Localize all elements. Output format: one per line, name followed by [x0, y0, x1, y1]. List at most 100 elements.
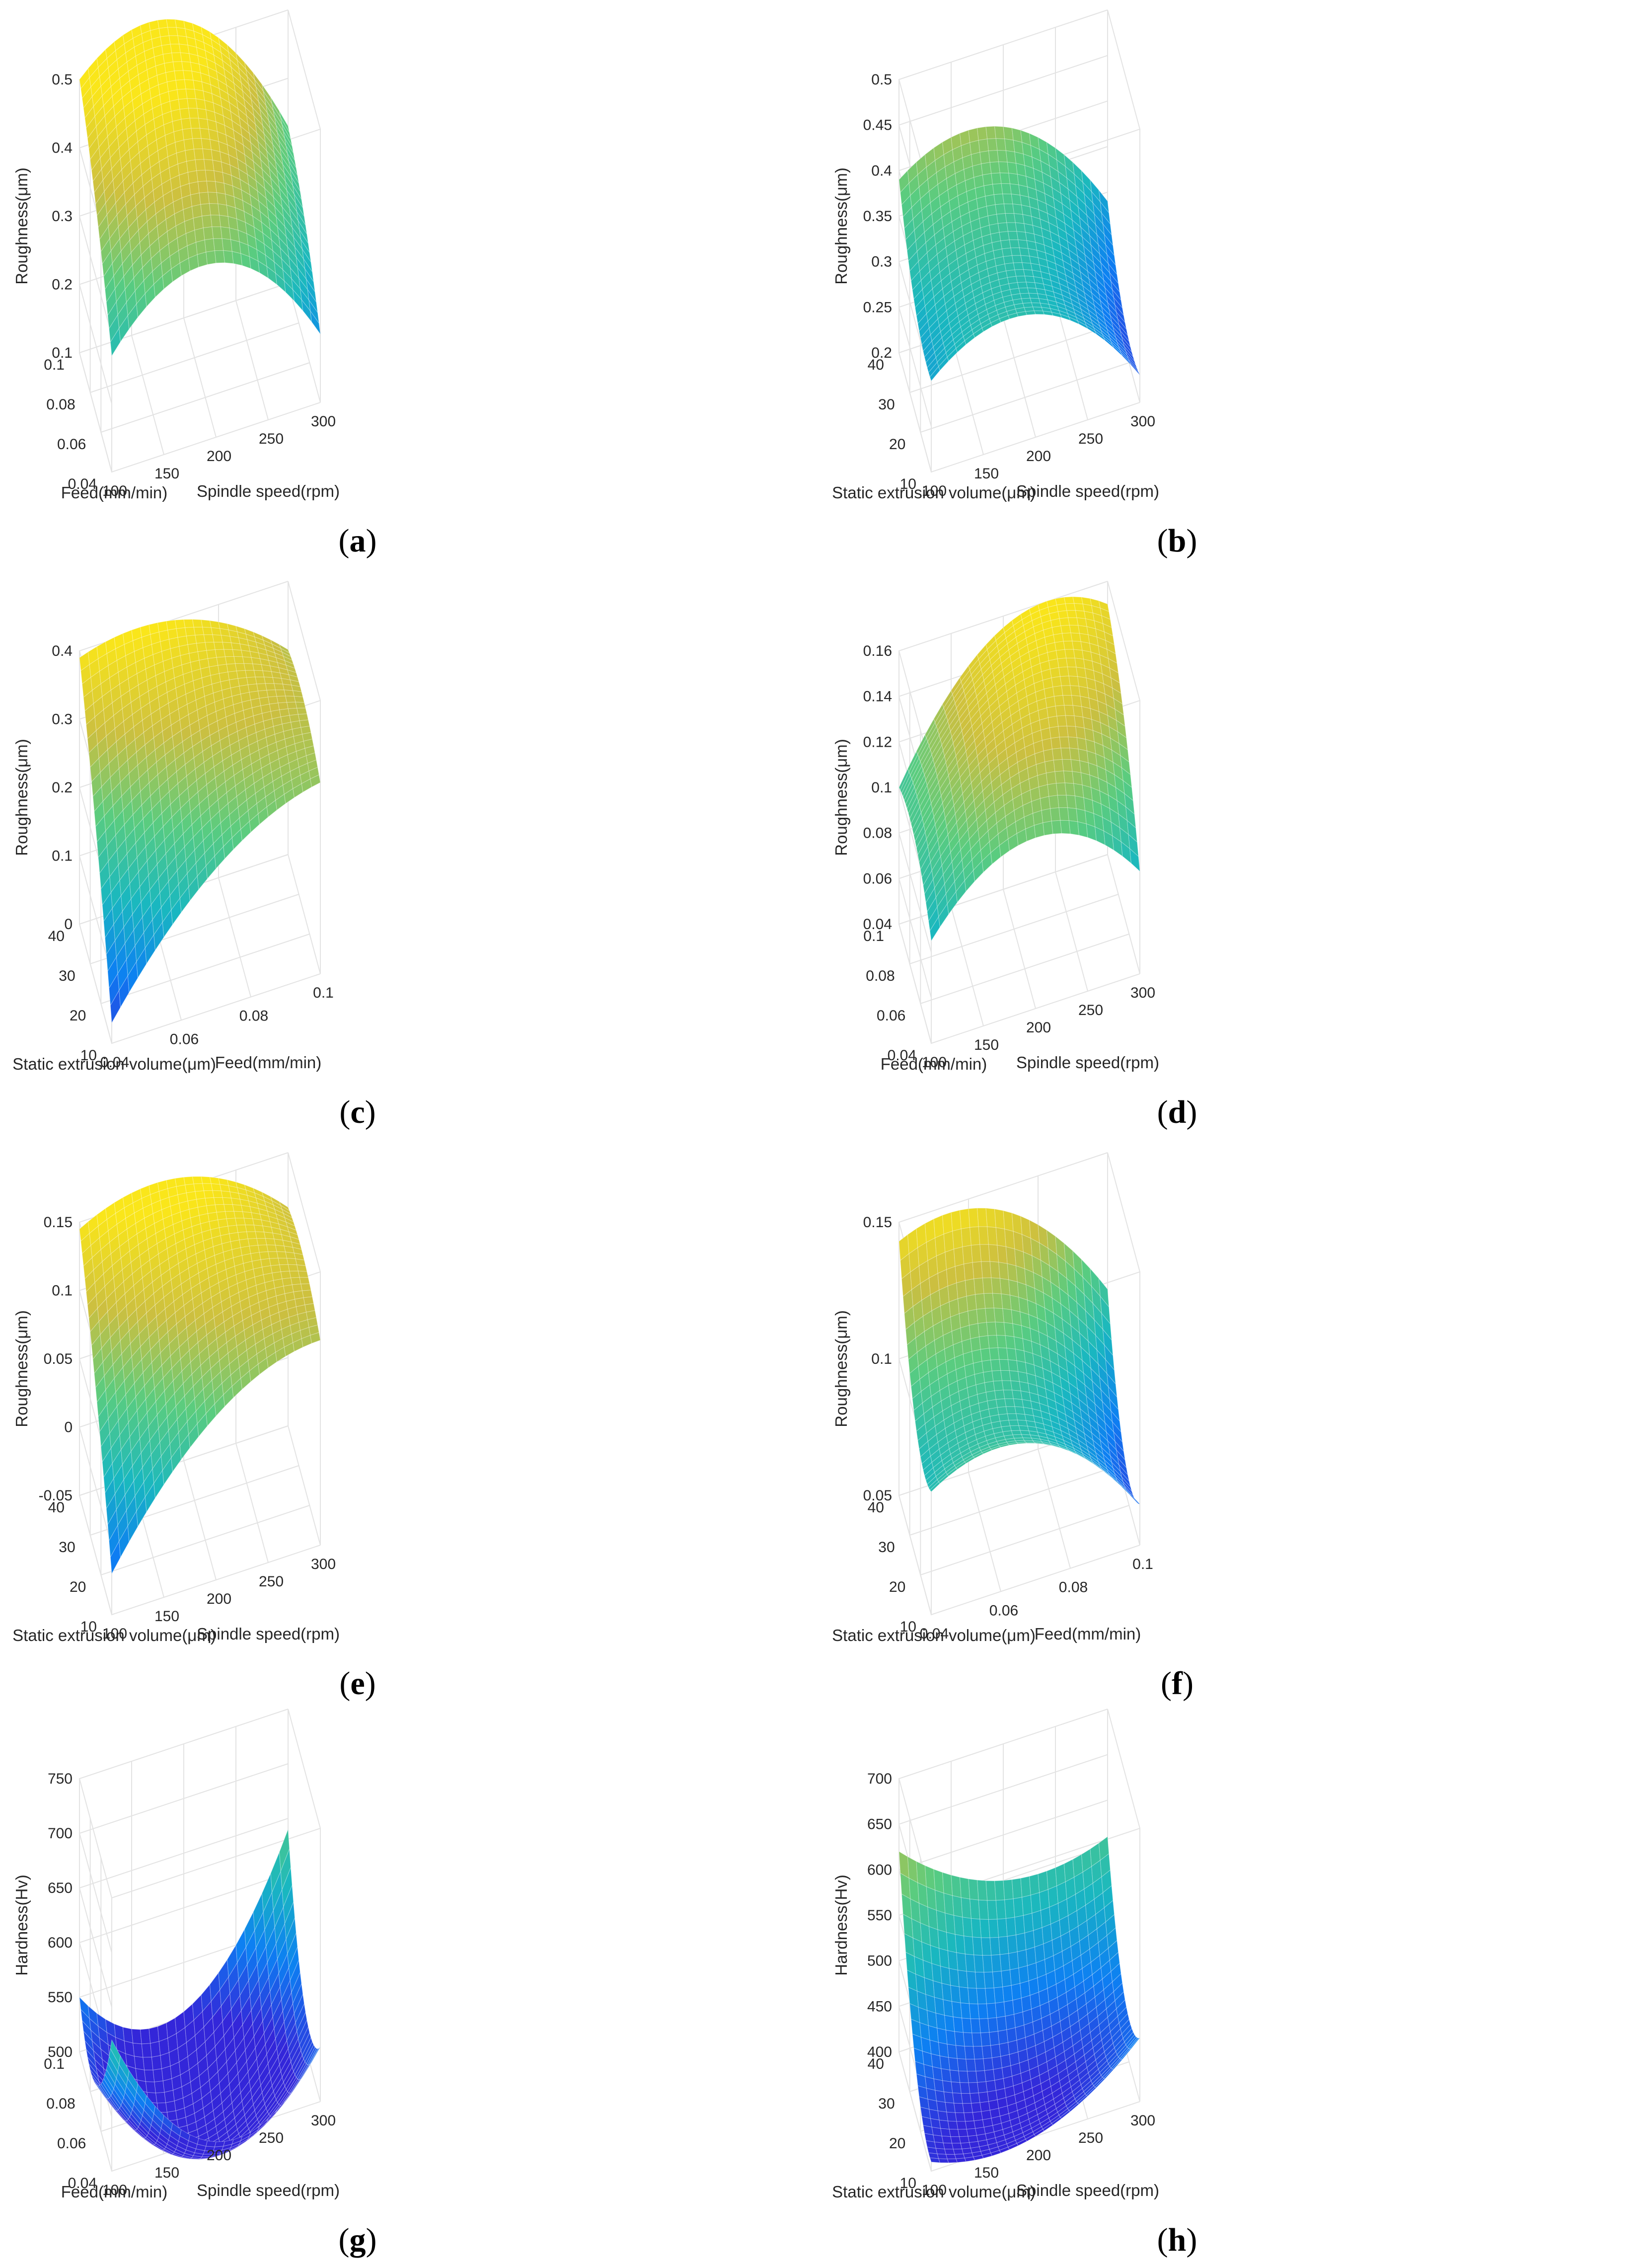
surface-cell: [980, 2032, 991, 2047]
surface-cell: [993, 2067, 1004, 2081]
surface-cell: [924, 224, 935, 243]
surface-cell: [1001, 1293, 1012, 1310]
surface-cell: [982, 1955, 993, 1973]
surface-cell: [1068, 676, 1079, 687]
x-tick-label: 200: [1026, 1019, 1051, 1036]
surface-cell: [1039, 784, 1049, 799]
surface-cell: [284, 172, 295, 195]
surface-cell: [1072, 596, 1083, 605]
surface-cell: [140, 156, 151, 175]
surface-cell: [127, 56, 138, 72]
surface-cell: [298, 713, 309, 721]
z-tick-label: 0.15: [44, 1214, 73, 1231]
surface-cell: [242, 200, 253, 217]
surface-cell: [976, 1308, 987, 1324]
y-tick-label: 20: [70, 1579, 86, 1595]
surface-cell: [933, 142, 944, 161]
surface-cell: [191, 204, 203, 219]
z-axis-label: Roughness(μm): [12, 167, 31, 284]
surface-cell: [989, 161, 1000, 174]
z-tick-label: 550: [48, 1989, 73, 2006]
x-tick-label: 0.06: [170, 1031, 199, 1047]
surface-cell: [206, 180, 217, 193]
surface-cell: [952, 2143, 963, 2150]
surface-cell: [970, 2018, 981, 2033]
surface-cell: [970, 2093, 980, 2104]
surface-cell: [956, 2045, 967, 2060]
surface-cell: [924, 147, 936, 168]
surface-cell: [271, 136, 282, 156]
surface-cell: [1070, 759, 1082, 773]
surface-cell: [981, 234, 992, 246]
surface-cell: [957, 2058, 968, 2072]
surface-cell: [229, 164, 240, 180]
surface-cell: [898, 169, 909, 193]
z-tick-label: 0.3: [52, 711, 73, 728]
surface-cell: [1051, 676, 1062, 688]
surface-cell: [308, 300, 319, 323]
surface-cell: [972, 163, 983, 178]
surface-cell: [259, 1251, 270, 1260]
surface-cell: [998, 1261, 1009, 1280]
surface-cell: [998, 1936, 1009, 1955]
y-tick-label: 40: [48, 1499, 65, 1516]
surface-cell: [942, 1212, 953, 1235]
surface-cell: [1054, 771, 1065, 784]
surface-cell: [968, 2082, 979, 2094]
surface-cell: [964, 165, 974, 181]
surface-cell: [1060, 625, 1071, 634]
surface-cell: [224, 1204, 234, 1212]
surface-cell: [1055, 704, 1066, 716]
y-tick-label: 20: [889, 2135, 905, 2152]
surface-cell: [189, 181, 200, 195]
z-tick-label: 0.16: [863, 643, 892, 659]
surface-cell: [244, 154, 255, 172]
surface-cell: [999, 231, 1010, 241]
surface-cell: [1054, 641, 1065, 651]
surface-cell: [945, 240, 957, 257]
z-tick-label: 0.1: [52, 848, 73, 864]
surface-cell: [995, 1227, 1006, 1247]
surface-cell: [247, 1238, 259, 1247]
surface-cell: [258, 101, 269, 121]
surface-cell: [240, 126, 251, 144]
panel-caption: (c): [339, 1094, 375, 1130]
surface-cell: [188, 108, 199, 119]
surface-cell: [962, 2018, 972, 2033]
surface-cell: [109, 68, 120, 87]
surface-cell: [253, 160, 264, 179]
surface-cell: [991, 1277, 1002, 1294]
surface-cell: [1013, 1897, 1024, 1918]
surface-cell: [187, 170, 199, 184]
surface-cell: [998, 161, 1009, 173]
surface-cell: [952, 1228, 963, 1250]
z-tick-label: 550: [867, 1907, 892, 1924]
surface-cell: [977, 1322, 988, 1337]
surface-cell: [283, 216, 294, 238]
y-tick-label: 20: [889, 436, 905, 453]
surface-cell: [230, 239, 241, 254]
surface-cell: [987, 1900, 998, 1920]
surface-cell: [1003, 1390, 1014, 1399]
surface-cell: [991, 1954, 1002, 1972]
surface-cell: [920, 190, 931, 211]
x-axis-label: Spindle speed(rpm): [1016, 1053, 1159, 1072]
surface-cell: [968, 1309, 978, 1326]
surface-cell: [1051, 748, 1063, 761]
surface-cell: [164, 61, 175, 73]
surface-cell: [274, 206, 286, 228]
surface-cell: [948, 2057, 959, 2071]
surface-cell: [87, 58, 99, 78]
x-tick-label: 150: [154, 1608, 179, 1625]
surface-cell: [968, 1208, 979, 1228]
surface-cell: [1030, 206, 1041, 220]
y-tick-label: 20: [70, 1008, 86, 1024]
y-tick-label: 30: [59, 968, 75, 984]
x-axis-label: Spindle speed(rpm): [1016, 482, 1159, 500]
surface-cell: [993, 193, 1005, 205]
surface-cell: [971, 1244, 982, 1263]
surface-cell: [997, 150, 1008, 162]
surface-cell: [266, 690, 277, 698]
surface-cell: [282, 269, 294, 291]
surface-cell: [990, 232, 1001, 243]
